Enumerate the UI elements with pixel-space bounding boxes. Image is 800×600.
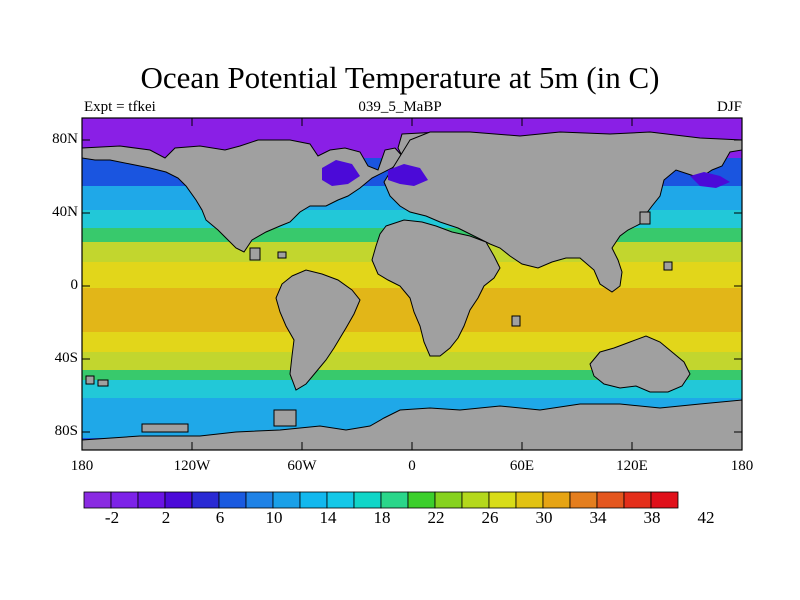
y-label-0: 0 — [70, 277, 79, 293]
colorbar-swatch — [245, 491, 274, 509]
x-label-0: 0 — [408, 458, 416, 474]
land-island-6 — [663, 261, 673, 271]
y-ticks — [82, 139, 742, 433]
colorbar-swatch — [380, 491, 409, 509]
colorbar-swatch — [110, 491, 139, 509]
land-island-1 — [511, 315, 521, 327]
colorbar-label: 2 — [161, 508, 171, 527]
colorbar-swatch — [137, 491, 166, 509]
page-title: Ocean Potential Temperature at 5m (in C) — [140, 60, 660, 95]
x-label-60e: 60E — [509, 458, 535, 474]
x-label-180w: 180 — [70, 458, 94, 474]
land-island-2 — [85, 375, 95, 385]
x-label-120e: 120E — [616, 458, 648, 474]
band-yellowgreen-south — [82, 352, 742, 370]
colorbar-swatch — [353, 491, 382, 509]
land-island-8 — [277, 251, 287, 259]
colorbar-label: 34 — [589, 508, 607, 527]
colorbar-label: 22 — [427, 508, 445, 527]
x-label-60w: 60W — [287, 458, 317, 474]
cold-patches — [322, 160, 730, 188]
land-south-america — [275, 269, 361, 391]
colorbar-label: 38 — [643, 508, 661, 527]
season-label: DJF — [716, 99, 742, 115]
colorbar-swatch — [272, 491, 301, 509]
colorbar-label: 18 — [373, 508, 391, 527]
land-island-4 — [141, 423, 189, 433]
colorbar-swatch — [515, 491, 544, 509]
land-australia — [589, 335, 691, 393]
colorbar-swatch — [434, 491, 463, 509]
colorbar-swatch — [191, 491, 220, 509]
colorbar-label: 42 — [697, 508, 715, 527]
colorbar-label: -2 — [104, 508, 120, 527]
band-mid-south — [82, 380, 742, 398]
colorbar-swatch — [488, 491, 517, 509]
cold-patch-atlantic — [322, 160, 360, 186]
land-island-3 — [97, 379, 109, 387]
band-yellow-south — [82, 332, 742, 352]
x-ticks — [191, 118, 633, 450]
land-island-7 — [249, 247, 261, 261]
time-label: 039_5_MaBP — [358, 99, 442, 115]
colorbar-swatch — [461, 491, 490, 509]
colorbar-swatch — [569, 491, 598, 509]
cold-patch-nordic — [388, 164, 428, 186]
colorbar-swatch — [299, 491, 328, 509]
y-label-40n: 40N — [52, 204, 78, 220]
x-label-180e: 180 — [730, 458, 754, 474]
colorbar-label: 10 — [265, 508, 283, 527]
colorbar-swatch — [407, 491, 436, 509]
colorbar-swatch — [542, 491, 571, 509]
land-island-9 — [639, 211, 651, 225]
y-label-80s: 80S — [54, 423, 78, 439]
colorbar-label: 14 — [319, 508, 337, 527]
colorbar-swatch — [83, 491, 112, 509]
colorbar-label: 6 — [215, 508, 225, 527]
land-antarctica — [81, 399, 743, 451]
colorbar — [83, 491, 679, 509]
y-label-40s: 40S — [54, 350, 78, 366]
colorbar-swatch — [596, 491, 625, 509]
colorbar-swatch — [650, 491, 679, 509]
colorbar-label: 30 — [535, 508, 553, 527]
colorbar-swatch — [164, 491, 193, 509]
band-green-south — [82, 370, 742, 380]
y-label-80n: 80N — [52, 131, 78, 147]
x-label-120w: 120W — [173, 458, 211, 474]
colorbar-swatch — [623, 491, 652, 509]
colorbar-swatch — [218, 491, 247, 509]
cold-patch-pacific — [690, 172, 730, 188]
colorbar-swatch — [326, 491, 355, 509]
colorbar-label: 26 — [481, 508, 499, 527]
experiment-label: Expt = tfkei — [84, 99, 156, 115]
land-africa — [371, 219, 501, 357]
land-island-5 — [273, 409, 297, 427]
